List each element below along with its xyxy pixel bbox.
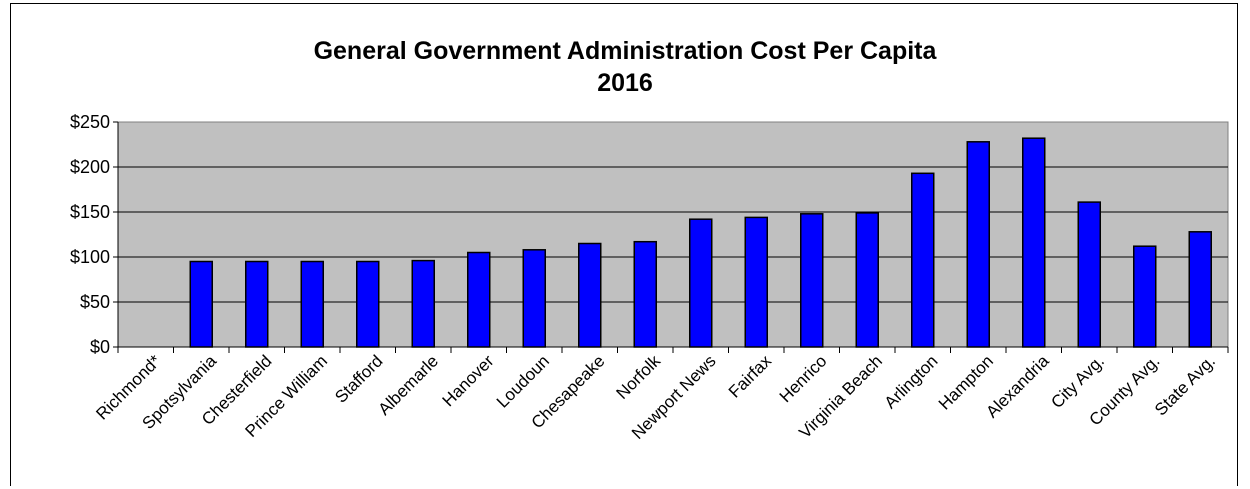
x-tick-label: State Avg. [1151,351,1219,419]
bar [911,172,935,348]
bar [800,213,824,348]
bar [966,141,990,348]
bar [744,216,768,348]
bar-chart: General Government Administration Cost P… [70,37,1229,443]
bar [245,260,269,348]
chart-frame: General Government Administration Cost P… [10,3,1238,486]
x-tick-label: Fairfax [725,351,776,402]
y-tick-label: $0 [90,337,110,357]
x-tick-label: Hanover [439,351,498,410]
y-tick-label: $50 [80,292,110,312]
y-tick-label: $250 [70,112,110,132]
x-tick-label: Albemarle [375,351,443,419]
bar [411,259,435,348]
bar [633,240,657,348]
x-tick-label: Norfolk [613,351,665,403]
plot-background [117,121,1229,348]
x-tick-label: Henrico [776,351,831,406]
y-tick-label: $200 [70,157,110,177]
chart-title: General Government Administration Cost P… [314,37,938,65]
bar [467,251,491,348]
bar [1188,231,1212,348]
bar [1022,137,1046,348]
bar [189,260,213,348]
x-tick-label: Stafford [331,351,386,406]
y-tick-label: $100 [70,247,110,267]
bar [1077,201,1101,348]
bar [356,260,380,348]
bar [1133,245,1157,348]
bar [300,260,324,348]
chart-subtitle: 2016 [597,69,653,97]
x-tick-label: Arlington [881,351,942,412]
bar [578,242,602,348]
plot-area: $0$50$100$150$200$250Richmond*Spotsylvan… [70,112,1229,443]
bar [689,218,713,348]
bar [855,212,879,348]
y-tick-label: $150 [70,202,110,222]
bar [522,249,546,348]
